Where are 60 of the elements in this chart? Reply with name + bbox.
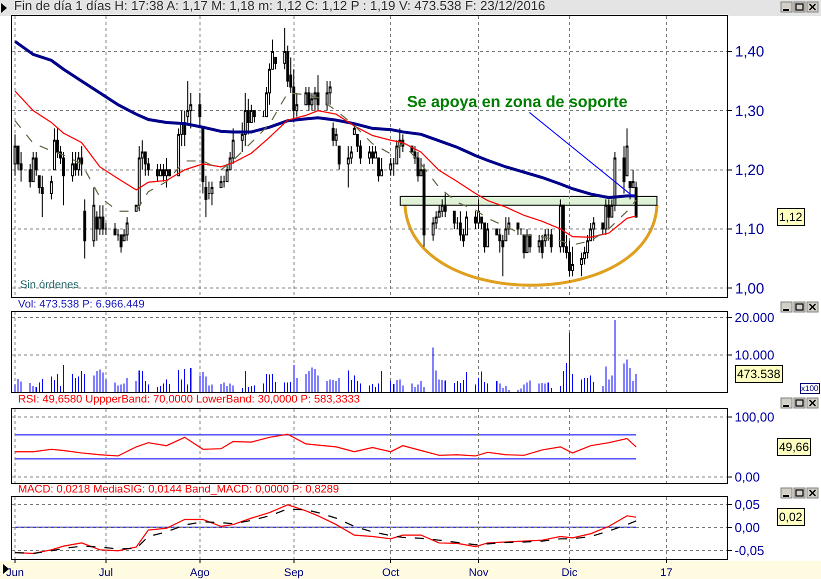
x-tick-label: Jun	[6, 567, 24, 579]
candlestick	[80, 146, 84, 176]
y-tick-label: 1,20	[735, 162, 764, 180]
candlestick	[92, 187, 96, 248]
x-tick-label: Nov	[468, 567, 489, 579]
x-tick-label: Dic	[562, 567, 578, 579]
candlestick	[198, 92, 202, 129]
candlestick	[326, 80, 329, 112]
y-tick-label: 1,10	[735, 221, 764, 238]
candlestick	[126, 216, 129, 242]
candlestick	[40, 175, 44, 218]
text: 0,02	[779, 510, 803, 524]
candlestick	[52, 128, 56, 170]
y-tick-label: 100,00	[734, 409, 774, 424]
candlestick	[101, 204, 104, 236]
y-tick-label: 1,30	[735, 102, 764, 120]
annotation: Se apoya en zona de soporte	[407, 94, 628, 111]
candlestick	[210, 181, 214, 206]
x-tick-label: Oct	[382, 567, 400, 579]
candlestick	[156, 163, 159, 182]
y-tick-label: 0,00	[734, 470, 760, 485]
candlestick	[371, 146, 374, 164]
text: 1,12	[779, 210, 803, 224]
candlestick	[452, 210, 456, 230]
candlestick	[332, 122, 335, 147]
candlestick	[50, 175, 53, 200]
annotation: Sin órdenes	[20, 279, 80, 291]
candlestick	[316, 74, 320, 112]
candlestick	[83, 198, 86, 260]
candlestick	[14, 134, 16, 176]
candlestick	[307, 86, 310, 112]
candlestick	[550, 228, 553, 254]
line-series	[14, 40, 638, 200]
candlestick	[71, 152, 74, 182]
text: 49,66	[779, 440, 810, 454]
chart-title: Fin de día 1 días H: 17:38 A: 1,17 M: 1,18 m: 1,12 C: 1,12 P : 1,19 V: 473.538 F: 23/12/2016	[14, 0, 546, 14]
line-series	[14, 434, 637, 457]
x-tick-label: Jul	[98, 567, 113, 579]
candlestick	[165, 157, 168, 188]
candlestick	[220, 175, 222, 188]
text: x100	[801, 384, 819, 393]
chart-title: Vol: 473.538 P: 6.966.449	[18, 298, 145, 311]
y-tick-label: -0,05	[734, 542, 764, 558]
x-tick-label: Ago	[190, 567, 210, 579]
y-tick-label: 0,00	[734, 520, 760, 535]
candlestick	[368, 146, 371, 164]
x-tick-label: Sep	[284, 567, 304, 579]
y-tick-label: 20.000	[734, 310, 774, 326]
candlestick	[592, 216, 596, 242]
candlestick	[346, 146, 350, 188]
y-tick-label: 1,40	[735, 44, 764, 61]
y-tick-label: 10.000	[734, 347, 774, 362]
chart-title: MACD: 0,0218 MediaSIG: 0,0144 Band_MACD: 0,0000 P: 0,8289	[18, 484, 340, 496]
x-tick-label: 17	[660, 567, 673, 579]
text: 473.538	[737, 367, 781, 381]
candlestick	[389, 157, 392, 176]
y-tick-label: 0,05	[734, 496, 760, 512]
candlestick	[516, 222, 520, 236]
chart-title: RSI: 49,6580 UppperBand: 70,0000 LowerBand: 30,0000 P: 583,3333	[18, 394, 360, 406]
y-tick-label: 1,00	[735, 280, 764, 298]
